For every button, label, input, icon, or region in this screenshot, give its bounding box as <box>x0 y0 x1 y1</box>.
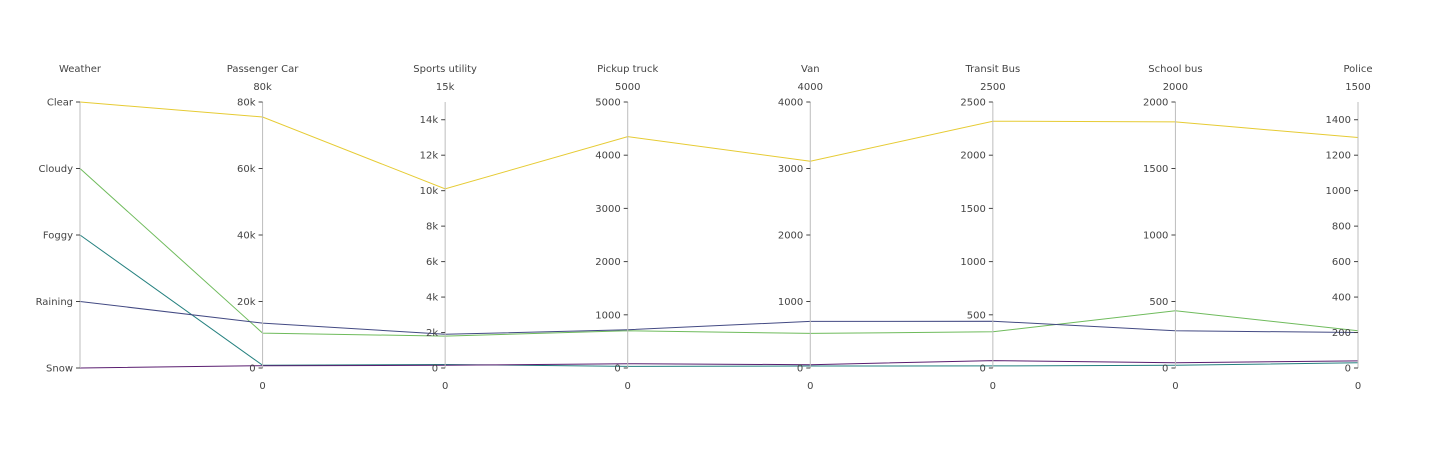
tick-label: 10k <box>420 186 439 197</box>
tick-label: 0 <box>1345 364 1351 375</box>
axis-range-max-label: 5000 <box>615 82 640 93</box>
tick-label: 4000 <box>778 98 803 109</box>
axis-school-bus: School bus 0 500 1000 1500 2000 2000 0 <box>1143 64 1203 392</box>
tick-label: 40k <box>237 231 256 242</box>
tick-label: 3000 <box>595 204 620 215</box>
tick-label: 500 <box>1149 297 1168 308</box>
axis-range-max-label: 15k <box>436 82 455 93</box>
tick-label: Raining <box>36 297 73 308</box>
tick-label: 3000 <box>778 164 803 175</box>
axis-sports-utility: Sports utility 0 2k 4k 6k 8k 10k 12k 14k 15k 0 <box>413 64 477 392</box>
tick-label: 2000 <box>778 231 803 242</box>
tick-label: 2000 <box>1143 98 1168 109</box>
axis-title: Weather <box>59 64 102 75</box>
axis-title: Transit Bus <box>964 64 1020 75</box>
tick-label: 6k <box>426 257 438 268</box>
axis-range-max-label: 2000 <box>1163 82 1188 93</box>
tick-label: 1000 <box>778 297 803 308</box>
tick-label: 0 <box>614 364 620 375</box>
tick-label: 0 <box>432 364 438 375</box>
axis-range-min-label: 0 <box>625 381 631 392</box>
axis-title: School bus <box>1148 64 1202 75</box>
tick-label: 800 <box>1332 222 1351 233</box>
axis-range-max-label: 2500 <box>980 82 1005 93</box>
axis-range-min-label: 0 <box>1172 381 1178 392</box>
tick-label: 0 <box>249 364 255 375</box>
tick-label: 1500 <box>960 204 985 215</box>
tick-label: 20k <box>237 297 256 308</box>
axis-range-min-label: 0 <box>259 381 265 392</box>
axis-range-max-label: 4000 <box>798 82 823 93</box>
tick-label: 14k <box>420 115 439 126</box>
tick-label: Snow <box>46 364 73 375</box>
axis-pickup-truck: Pickup truck 0 1000 2000 3000 4000 5000 5000 0 <box>595 64 658 392</box>
series-lines-layer <box>79 101 1359 369</box>
tick-label: 500 <box>967 310 986 321</box>
tick-label: 12k <box>420 151 439 162</box>
series-line-snow <box>79 360 1359 369</box>
axes-layer: Weather Clear Cloudy Foggy Raining Snow Passen… <box>36 64 1373 392</box>
series-line-cloudy <box>79 168 1359 337</box>
tick-label: 4k <box>426 293 438 304</box>
tick-label: 8k <box>426 222 438 233</box>
tick-label: 0 <box>979 364 985 375</box>
axis-title: Police <box>1344 64 1373 75</box>
axis-van: Van 0 1000 2000 3000 4000 4000 0 <box>778 64 823 392</box>
tick-label: Clear <box>47 98 74 109</box>
axis-transit-bus: Transit Bus 0 500 1000 1500 2000 2500 2500 0 <box>960 64 1020 392</box>
tick-label: 5000 <box>595 98 620 109</box>
tick-label: Cloudy <box>39 164 74 175</box>
tick-label: 2000 <box>960 151 985 162</box>
tick-label: 1000 <box>960 257 985 268</box>
tick-label: 4000 <box>595 151 620 162</box>
axis-range-max-label: 1500 <box>1345 82 1370 93</box>
tick-label: Foggy <box>43 231 73 242</box>
tick-label: 0 <box>1162 364 1168 375</box>
axis-range-min-label: 0 <box>1355 381 1361 392</box>
tick-label: 1000 <box>1326 186 1351 197</box>
tick-label: 60k <box>237 164 256 175</box>
tick-label: 1000 <box>1143 231 1168 242</box>
tick-label: 0 <box>797 364 803 375</box>
axis-range-min-label: 0 <box>990 381 996 392</box>
tick-label: 400 <box>1332 293 1351 304</box>
tick-label: 1400 <box>1326 115 1351 126</box>
axis-police: Police 0 200 400 600 800 1000 1200 1400 1500 0 <box>1326 64 1373 392</box>
axis-weather: Weather Clear Cloudy Foggy Raining Snow <box>36 64 102 375</box>
tick-label: 600 <box>1332 257 1351 268</box>
tick-label: 2500 <box>960 98 985 109</box>
axis-title: Sports utility <box>413 64 477 75</box>
series-line-raining <box>79 301 1359 335</box>
tick-label: 1200 <box>1326 151 1351 162</box>
series-line-clear <box>79 101 1359 190</box>
axis-range-min-label: 0 <box>807 381 813 392</box>
axis-range-min-label: 0 <box>442 381 448 392</box>
tick-label: 2000 <box>595 257 620 268</box>
axis-range-max-label: 80k <box>253 82 272 93</box>
axis-title: Pickup truck <box>597 64 658 75</box>
axis-title: Van <box>801 64 820 75</box>
tick-label: 1000 <box>595 310 620 321</box>
tick-label: 200 <box>1332 328 1351 339</box>
tick-label: 80k <box>237 98 256 109</box>
axis-passenger-car: Passenger Car 0 20k 40k 60k 80k 80k 0 <box>227 64 300 392</box>
axis-title: Passenger Car <box>227 64 300 75</box>
tick-label: 1500 <box>1143 164 1168 175</box>
tick-label: 2k <box>426 328 438 339</box>
